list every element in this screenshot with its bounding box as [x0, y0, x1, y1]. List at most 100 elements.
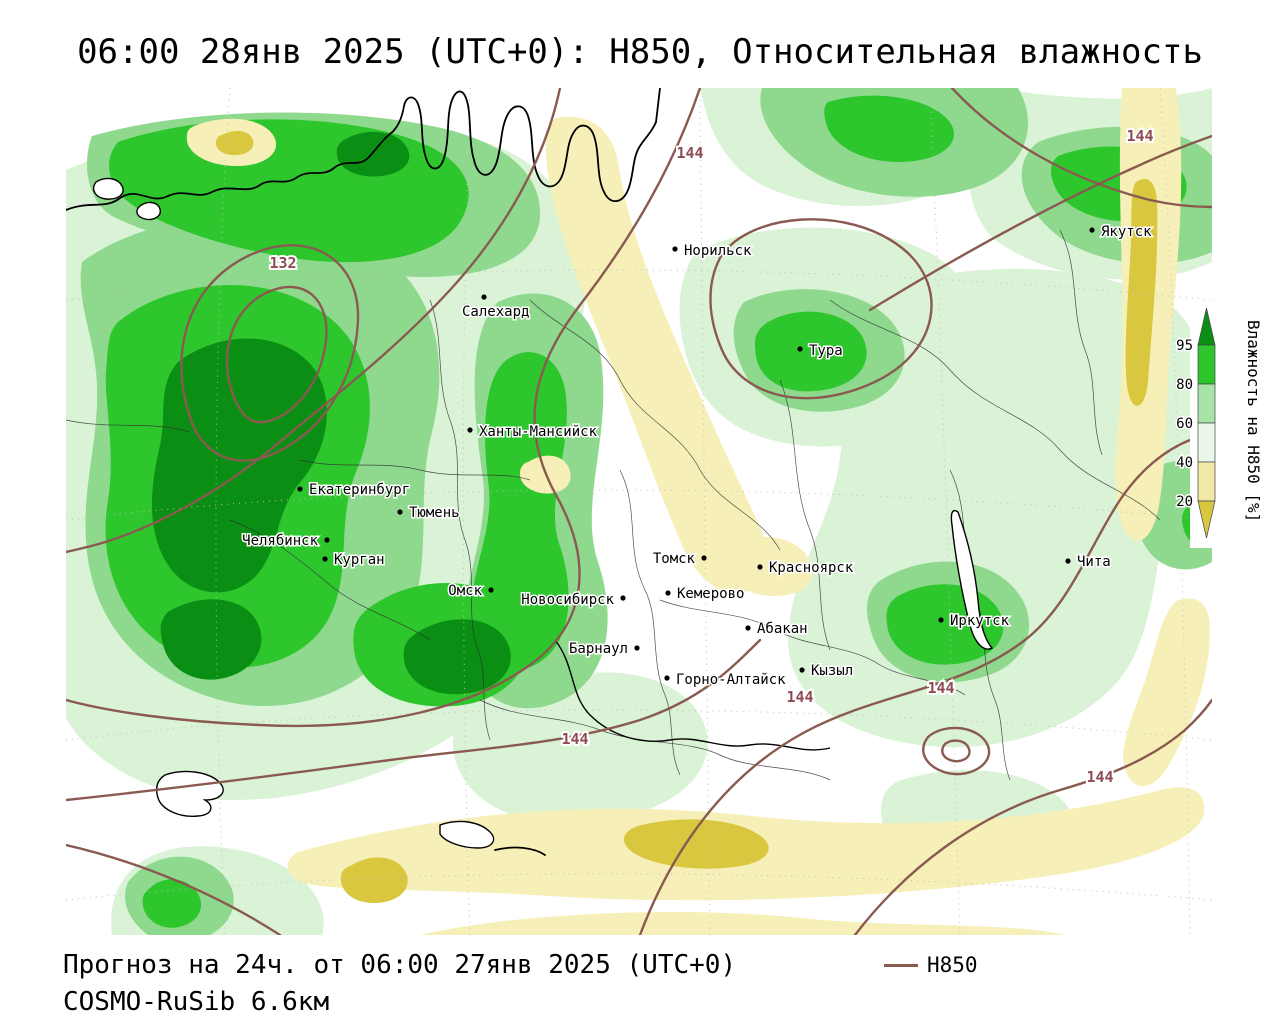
contour-value-label: 144 — [927, 679, 954, 697]
city-dot — [672, 246, 678, 252]
humidity-region — [726, 536, 813, 596]
humidity-region — [471, 352, 569, 671]
city-label: Курган — [334, 552, 385, 568]
city-label: Омск — [448, 583, 482, 599]
city: Чита — [1065, 553, 1112, 572]
humidity-region — [824, 95, 954, 162]
model-info: COSMO-RuSib 6.6км — [63, 987, 330, 1017]
h850-legend: H850 — [884, 953, 978, 977]
city-label: Томск — [653, 551, 696, 567]
city: Красноярск — [757, 559, 855, 578]
humidity-region — [142, 879, 202, 928]
forecast-info: Прогноз на 24ч. от 06:00 27янв 2025 (UTC… — [63, 950, 737, 980]
h850-contour — [638, 431, 1212, 935]
city-dot — [664, 675, 670, 681]
lake — [156, 770, 224, 817]
city-dot — [1089, 227, 1095, 233]
h850-contour — [66, 88, 562, 554]
humidity-region — [340, 857, 408, 903]
city-dot — [1065, 558, 1071, 564]
h850-contour — [180, 244, 360, 462]
city: Кызыл — [799, 662, 855, 681]
city: Абакан — [745, 620, 809, 639]
humidity-region — [545, 116, 769, 594]
city-dot — [634, 645, 640, 651]
city-label: Горно-Алтайск — [676, 672, 786, 688]
border-line — [229, 519, 431, 641]
h850-contour — [922, 726, 991, 776]
city: Якутск — [1089, 223, 1154, 242]
city-dot — [938, 617, 944, 623]
border-line — [619, 469, 681, 776]
coastline — [66, 88, 994, 856]
city-label: Кызыл — [811, 663, 853, 679]
border-line — [659, 599, 966, 696]
colorbar-tick-label: 95 — [1176, 338, 1193, 354]
colorbar-tick-label: 40 — [1176, 455, 1193, 471]
city-dot — [620, 595, 626, 601]
h850-contour — [66, 843, 282, 935]
city: Тюмень — [397, 504, 461, 523]
city-label: Екатеринбург — [309, 482, 410, 498]
border-line — [529, 299, 781, 551]
contour-value-label: 144 — [1126, 127, 1153, 145]
graticule-line — [66, 489, 1212, 521]
graticule-line — [66, 269, 1212, 301]
city: Курган — [322, 551, 386, 570]
city-label: Тура — [809, 343, 843, 359]
contour-label-layer: 132 144 144 144 144 144 144 — [267, 125, 1155, 788]
colorbar-tick-label: 80 — [1176, 377, 1193, 393]
border-line — [299, 459, 531, 481]
border-line — [66, 419, 191, 433]
border-line — [779, 379, 831, 651]
colorbar-segment — [1197, 461, 1216, 502]
humidity-region — [403, 619, 511, 695]
humidity-region — [160, 599, 262, 680]
h850-contour — [853, 698, 1212, 935]
colorbar-segment — [1197, 344, 1216, 385]
island — [92, 177, 124, 200]
humidity-region — [1123, 598, 1210, 787]
city-dot — [745, 625, 751, 631]
h850-contour — [66, 88, 702, 728]
city-label: Челябинск — [242, 533, 318, 549]
h850-line-sample — [884, 963, 918, 967]
city-dot — [701, 555, 707, 561]
colorbar-tick-label: 60 — [1176, 416, 1193, 432]
city-dot — [757, 564, 763, 570]
city: Новосибирск — [520, 591, 626, 610]
h850-legend-label: H850 — [927, 953, 978, 977]
colorbar-title: Влажность на H850 [%] — [1244, 320, 1263, 522]
colorbar-tick-label: 20 — [1176, 494, 1193, 510]
h850-contour — [950, 88, 1212, 209]
island — [136, 201, 161, 221]
humidity-region — [336, 131, 410, 177]
page-title: 06:00 28янв 2025 (UTC+0): H850, Относите… — [77, 32, 1203, 72]
city-dot — [665, 590, 671, 596]
contour-value-label: 144 — [676, 144, 703, 162]
national-border-line — [554, 639, 831, 751]
city-label: Чита — [1077, 554, 1111, 570]
city: Иркутск — [938, 612, 1011, 631]
humidity-field — [66, 88, 1212, 935]
border-line — [829, 299, 1161, 521]
coast-line — [66, 88, 661, 211]
city-label: Якутск — [1101, 224, 1152, 240]
lake — [439, 820, 495, 849]
graticule-line — [462, 88, 471, 935]
colorbar-segment — [1197, 383, 1216, 424]
city-label: Кемерово — [677, 586, 744, 602]
city-dot — [397, 509, 403, 515]
h850-contour — [709, 218, 933, 400]
graticule-line — [66, 873, 1212, 901]
city-label: Норильск — [684, 243, 752, 259]
city-label: Ханты-Мансийск — [479, 424, 598, 440]
humidity-region — [452, 672, 708, 824]
city-dot — [488, 587, 494, 593]
h850-contour — [66, 638, 762, 802]
city-label: Красноярск — [769, 560, 854, 576]
h850-contours — [66, 88, 1212, 935]
humidity-region — [215, 130, 254, 156]
